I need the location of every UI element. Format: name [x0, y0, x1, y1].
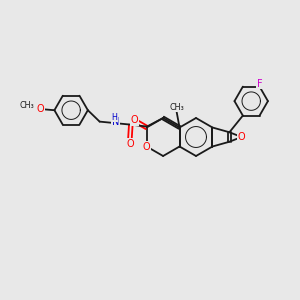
Text: O: O [126, 139, 134, 149]
Text: F: F [257, 79, 262, 88]
Text: H: H [111, 112, 117, 122]
Text: O: O [36, 104, 44, 114]
Text: CH₃: CH₃ [169, 103, 184, 112]
Text: CH₃: CH₃ [19, 101, 34, 110]
Text: N: N [112, 117, 119, 127]
Text: O: O [143, 142, 150, 152]
Text: O: O [130, 116, 138, 125]
Text: O: O [238, 132, 245, 142]
